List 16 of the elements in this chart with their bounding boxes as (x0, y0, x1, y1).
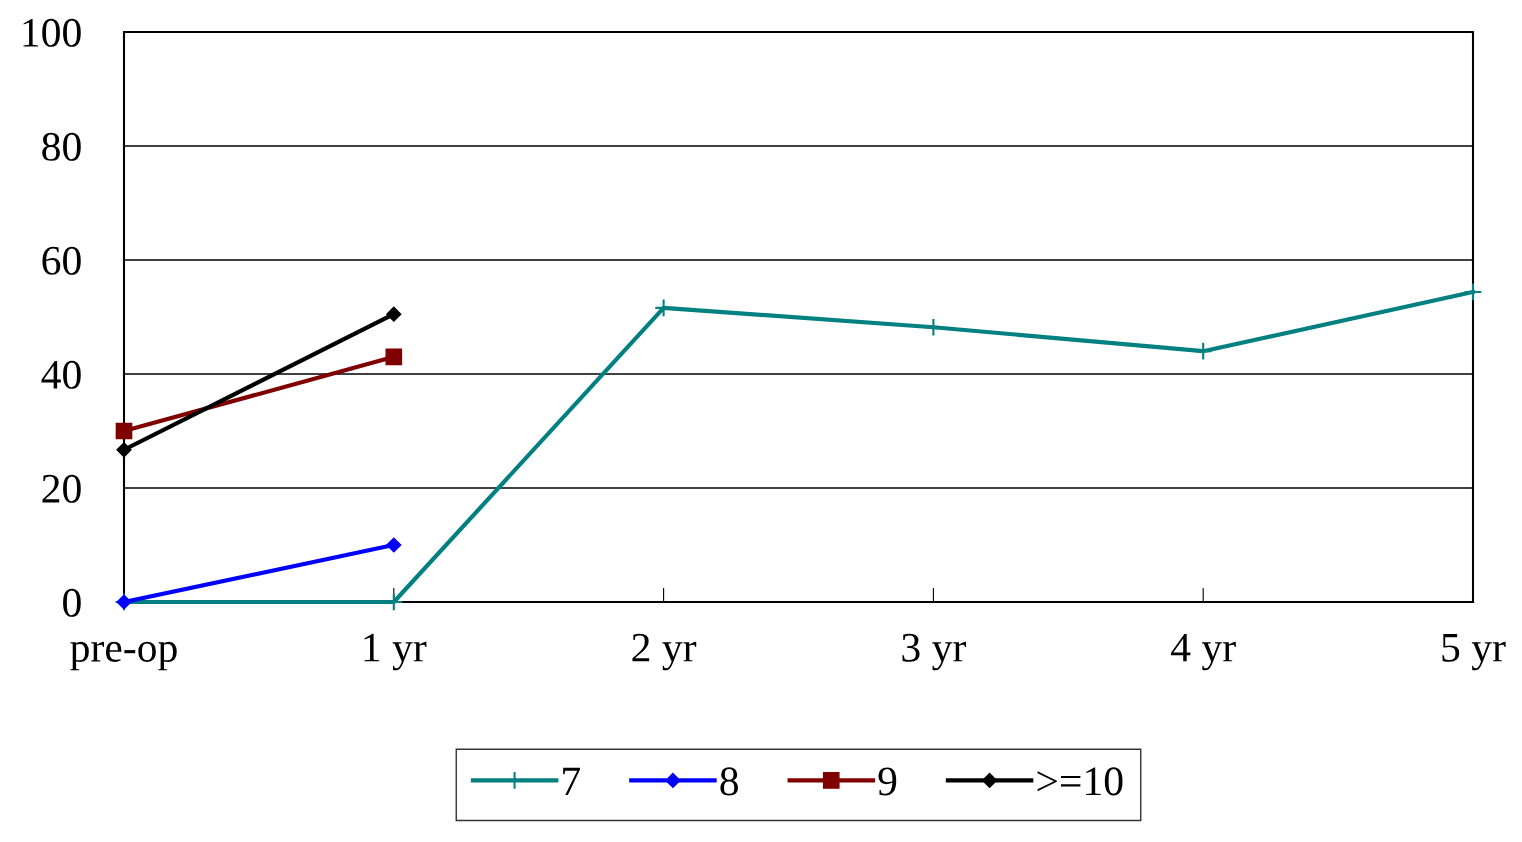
x-tick-label: 2 yr (632, 633, 697, 671)
y-tick-label: 40 (41, 360, 81, 389)
x-tick-label: 4 yr (1171, 633, 1236, 671)
y-tick-label: 20 (42, 474, 81, 503)
legend-label: >=10 (1037, 767, 1123, 796)
legend-label: 8 (720, 767, 738, 796)
y-tick-label: 60 (42, 246, 81, 275)
x-tick-label: 1 yr (364, 633, 427, 671)
x-tick-label: 5 yr (1442, 634, 1506, 671)
x-tick-label: pre-op (70, 641, 177, 671)
x-tick-label: 3 yr (902, 633, 967, 671)
y-tick-label: 0 (63, 588, 81, 617)
legend-label: 9 (878, 767, 897, 796)
legend-label: 7 (563, 767, 581, 796)
y-tick-label: 100 (23, 18, 81, 47)
y-tick-label: 80 (42, 132, 81, 161)
